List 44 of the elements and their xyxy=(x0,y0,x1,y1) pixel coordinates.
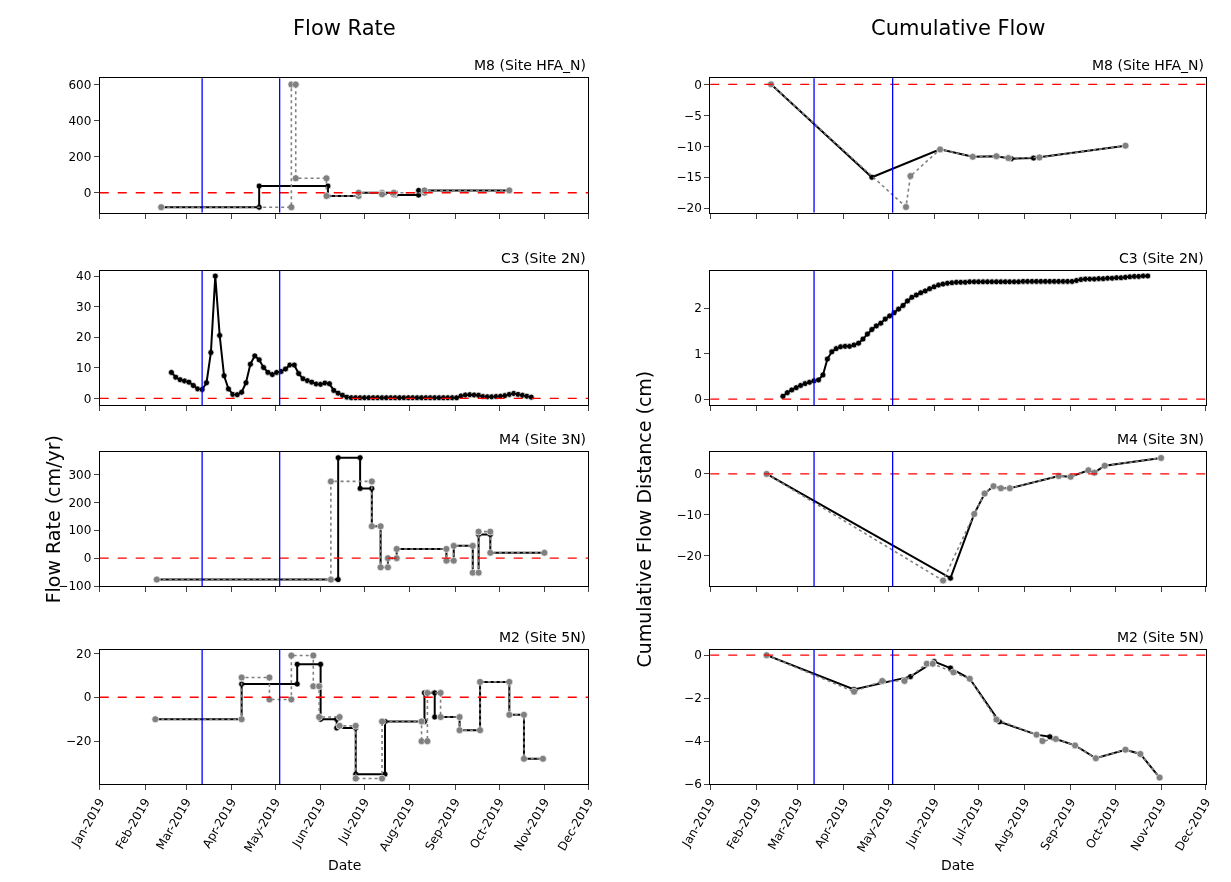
y-tick-label: 100 xyxy=(68,523,92,538)
chart-title: Flow Rate xyxy=(293,16,396,40)
y-tick-label: −20 xyxy=(66,734,92,749)
y-tick-label: 40 xyxy=(76,269,92,284)
y-tick-label: −10 xyxy=(676,139,702,154)
y-tick-label: 200 xyxy=(68,149,92,164)
y-tick-label: 0 xyxy=(694,392,702,407)
y-tick-label: −20 xyxy=(676,201,702,216)
y-tick-label: 400 xyxy=(68,113,92,128)
y-tick-label: 10 xyxy=(76,361,92,375)
y-tick-label: 300 xyxy=(68,467,92,482)
y-tick-label: 20 xyxy=(76,646,92,661)
x-axis-title: Date xyxy=(941,857,975,873)
y-tick-label: 200 xyxy=(68,495,92,510)
y-tick-label: −6 xyxy=(684,777,702,792)
chart-subtitle: M8 (Site HFA_N) xyxy=(1092,57,1205,73)
chart-subtitle: M4 (Site 3N) xyxy=(499,431,587,447)
chart-subtitle: M8 (Site HFA_N) xyxy=(474,57,587,73)
y-tick-label: 20 xyxy=(76,330,92,345)
y-tick-label: 0 xyxy=(83,185,92,200)
y-tick-label: −20 xyxy=(676,548,702,563)
chart-subtitle: M2 (Site 5N) xyxy=(1117,629,1205,645)
y-tick-label: −10 xyxy=(676,507,702,522)
y-tick-label: 1 xyxy=(694,346,702,361)
y-tick-label: 0 xyxy=(83,690,92,705)
chart-subtitle: M2 (Site 5N) xyxy=(499,629,587,645)
x-axis-title: Date xyxy=(328,857,362,873)
y-axis-title: Cumulative Flow Distance (cm) xyxy=(633,370,656,668)
y-tick-label: −5 xyxy=(684,108,702,123)
y-tick-label: 0 xyxy=(83,551,92,566)
y-tick-label: 600 xyxy=(68,77,92,92)
y-tick-label: 2 xyxy=(694,301,702,316)
y-tick-label: 30 xyxy=(76,299,92,314)
chart-subtitle: M4 (Site 3N) xyxy=(1117,431,1205,447)
y-tick-label: 0 xyxy=(83,391,92,406)
y-tick-label: −4 xyxy=(684,734,702,749)
y-tick-label: −2 xyxy=(684,691,702,706)
chart-subtitle: C3 (Site 2N) xyxy=(1119,250,1204,266)
chart-title: Cumulative Flow xyxy=(871,16,1046,40)
chart-subtitle: C3 (Site 2N) xyxy=(501,250,586,266)
y-tick-label: 0 xyxy=(694,77,702,92)
y-tick-label: 0 xyxy=(694,467,702,482)
y-tick-label: −15 xyxy=(676,170,702,185)
y-tick-label: 0 xyxy=(694,648,702,663)
